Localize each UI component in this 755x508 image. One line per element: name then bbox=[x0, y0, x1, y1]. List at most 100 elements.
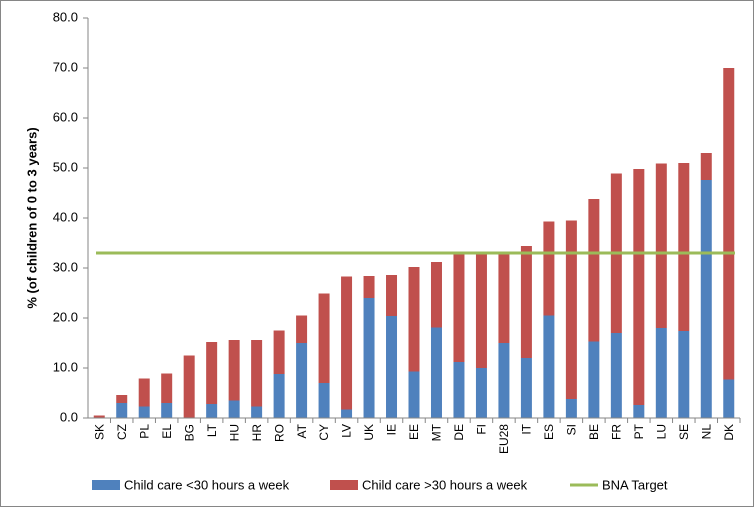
bar-segment bbox=[138, 406, 150, 418]
bar-segment bbox=[206, 404, 218, 418]
x-tick-label: CZ bbox=[115, 424, 129, 440]
x-tick-label: FR bbox=[610, 424, 624, 440]
bar-segment bbox=[678, 331, 690, 418]
bar-segment bbox=[543, 315, 555, 418]
bar-segment bbox=[453, 362, 465, 418]
bar-segment bbox=[430, 262, 442, 328]
bar-segment bbox=[341, 276, 353, 410]
x-tick-label: LU bbox=[654, 424, 668, 439]
bar-segment bbox=[363, 298, 375, 418]
x-tick-label: HR bbox=[250, 424, 264, 442]
legend-swatch bbox=[92, 480, 120, 490]
bar-segment bbox=[430, 327, 442, 418]
bar-segment bbox=[655, 328, 667, 418]
x-tick-label: HU bbox=[227, 424, 241, 441]
bar-segment bbox=[498, 253, 510, 343]
bar-segment bbox=[296, 343, 308, 418]
bar-segment bbox=[183, 355, 195, 418]
bar-segment bbox=[520, 358, 532, 418]
x-tick-label: ES bbox=[542, 424, 556, 440]
bar-segment bbox=[228, 400, 240, 418]
bar-segment bbox=[700, 153, 712, 180]
x-tick-label: LT bbox=[205, 423, 219, 437]
bar-segment bbox=[543, 221, 555, 316]
x-tick-label: UK bbox=[362, 424, 376, 441]
bar-segment bbox=[655, 163, 667, 328]
bar-segment bbox=[633, 169, 645, 405]
bar-segment bbox=[318, 293, 330, 383]
bar-segment bbox=[363, 276, 375, 298]
y-tick-label: 20.0 bbox=[53, 309, 78, 324]
x-tick-label: DK bbox=[722, 424, 736, 441]
bar-segment bbox=[588, 199, 600, 342]
legend-label: BNA Target bbox=[602, 477, 668, 492]
y-tick-label: 40.0 bbox=[53, 209, 78, 224]
bar-segment bbox=[161, 373, 173, 403]
bar-segment bbox=[565, 220, 577, 399]
bar-segment bbox=[341, 409, 353, 418]
x-tick-label: CY bbox=[317, 424, 331, 441]
x-tick-label: PL bbox=[137, 424, 151, 439]
bar-segment bbox=[93, 415, 105, 418]
bar-segment bbox=[138, 378, 150, 407]
bar-segment bbox=[408, 267, 420, 372]
bar-segment bbox=[296, 315, 308, 343]
legend-label: Child care >30 hours a week bbox=[362, 477, 528, 492]
bar-segment bbox=[116, 395, 128, 403]
x-tick-label: EU28 bbox=[497, 424, 511, 454]
x-tick-label: SE bbox=[677, 424, 691, 440]
x-tick-label: LV bbox=[340, 424, 354, 438]
x-tick-label: FI bbox=[475, 424, 489, 435]
bar-segment bbox=[475, 253, 487, 368]
legend-label: Child care <30 hours a week bbox=[124, 477, 290, 492]
y-axis-label: % (of children of 0 to 3 years) bbox=[24, 127, 39, 308]
x-tick-label: MT bbox=[430, 423, 444, 441]
y-tick-label: 30.0 bbox=[53, 259, 78, 274]
bar-segment bbox=[251, 406, 263, 418]
bar-segment bbox=[386, 316, 398, 418]
x-tick-label: EE bbox=[407, 424, 421, 440]
x-tick-label: IE bbox=[385, 424, 399, 435]
legend-swatch bbox=[330, 480, 358, 490]
bar-segment bbox=[318, 383, 330, 418]
x-tick-label: BE bbox=[587, 424, 601, 440]
y-tick-label: 70.0 bbox=[53, 59, 78, 74]
x-tick-label: EL bbox=[160, 424, 174, 439]
y-tick-label: 60.0 bbox=[53, 109, 78, 124]
y-tick-label: 0.0 bbox=[60, 409, 78, 424]
x-tick-label: SK bbox=[92, 424, 106, 440]
x-tick-label: IT bbox=[520, 423, 534, 434]
bar-segment bbox=[453, 254, 465, 362]
x-tick-label: SI bbox=[565, 424, 579, 435]
bar-segment bbox=[565, 399, 577, 418]
bar-segment bbox=[273, 330, 285, 374]
x-tick-label: RO bbox=[272, 424, 286, 442]
bar-segment bbox=[408, 371, 420, 418]
bar-segment bbox=[161, 403, 173, 418]
y-tick-label: 80.0 bbox=[53, 9, 78, 24]
y-tick-label: 50.0 bbox=[53, 159, 78, 174]
bar-segment bbox=[273, 374, 285, 418]
bar-segment bbox=[386, 275, 398, 316]
bar-segment bbox=[116, 403, 128, 418]
y-tick-label: 10.0 bbox=[53, 359, 78, 374]
bar-segment bbox=[520, 246, 532, 358]
bar-segment bbox=[700, 180, 712, 418]
bar-segment bbox=[475, 368, 487, 418]
x-tick-label: NL bbox=[699, 424, 713, 440]
bar-segment bbox=[251, 340, 263, 407]
bar-segment bbox=[678, 163, 690, 331]
bar-segment bbox=[228, 340, 240, 401]
x-tick-label: PT bbox=[632, 423, 646, 439]
bar-segment bbox=[610, 333, 622, 418]
bar-segment bbox=[723, 379, 735, 418]
x-tick-label: BG bbox=[182, 424, 196, 441]
bar-segment bbox=[633, 405, 645, 418]
bar-segment bbox=[588, 341, 600, 418]
bar-segment bbox=[206, 342, 218, 404]
bar-segment bbox=[498, 343, 510, 418]
bar-segment bbox=[723, 68, 735, 380]
x-tick-label: AT bbox=[295, 423, 309, 438]
x-tick-label: DE bbox=[452, 424, 466, 441]
